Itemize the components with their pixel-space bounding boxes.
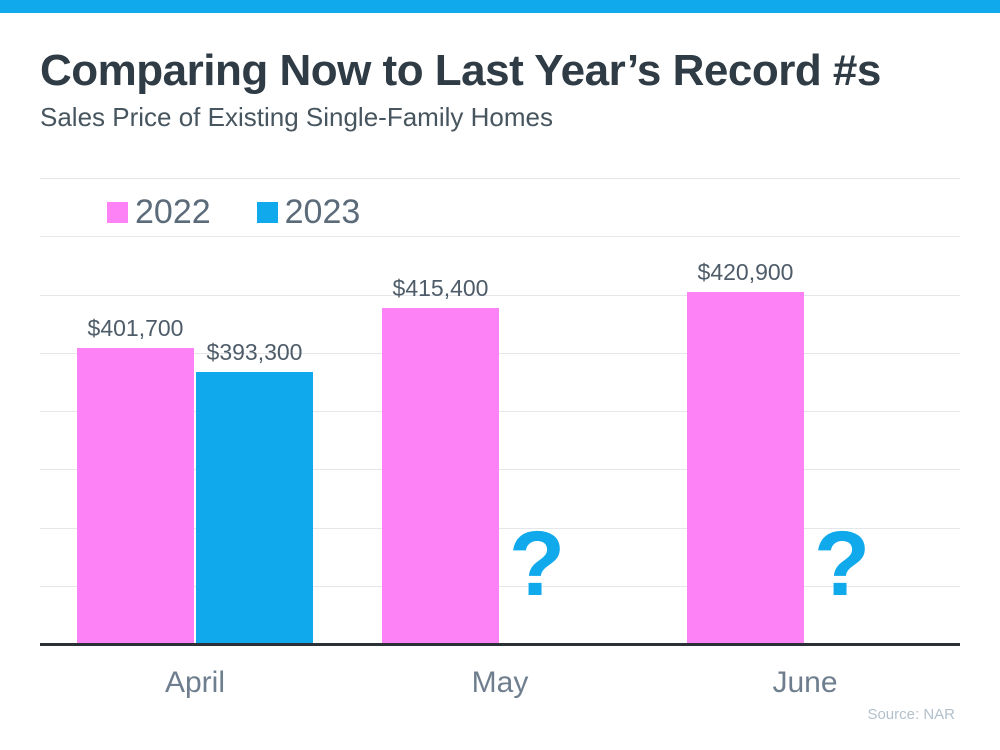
gridline <box>40 294 960 296</box>
gridline <box>40 352 960 354</box>
gridline <box>40 469 960 471</box>
bar-value-label-2022-april: $401,700 <box>87 314 184 341</box>
missing-value-question-mark-2023-may: ? <box>508 513 566 615</box>
x-axis-label-june: June <box>772 666 838 699</box>
legend-label-2023: 2023 <box>284 193 361 231</box>
x-axis-line <box>40 643 960 646</box>
top-accent-bar <box>0 0 1000 13</box>
missing-value-question-mark-2023-june: ? <box>813 513 871 615</box>
legend-swatch-2023-icon <box>256 201 278 223</box>
bar-value-label-2022-may: $415,400 <box>392 274 489 301</box>
x-axis-label-april: April <box>164 666 226 699</box>
bar-value-label-2023-april: $393,300 <box>206 339 303 366</box>
page-subtitle: Sales Price of Existing Single-Family Ho… <box>40 102 553 132</box>
legend-swatch-2022-icon <box>107 201 128 223</box>
x-axis-label-may: May <box>471 666 529 699</box>
gridline <box>40 585 960 587</box>
gridline <box>40 178 960 179</box>
gridline <box>40 236 960 238</box>
bar-2022-april <box>77 347 194 644</box>
legend-item-2023: 2023 <box>256 193 361 231</box>
source-credit: Source: NAR <box>867 706 955 723</box>
bar-2022-may <box>382 307 499 644</box>
legend-label-2022: 2022 <box>135 193 211 231</box>
bar-2023-april <box>196 372 313 644</box>
chart-legend: 2022 2023 <box>107 195 360 229</box>
page-title: Comparing Now to Last Year’s Record #s <box>40 46 881 95</box>
bar-2022-june <box>687 291 804 644</box>
bar-value-label-2022-june: $420,900 <box>697 258 794 285</box>
gridline <box>40 527 960 529</box>
legend-item-2022: 2022 <box>107 195 211 229</box>
gridline <box>40 411 960 412</box>
